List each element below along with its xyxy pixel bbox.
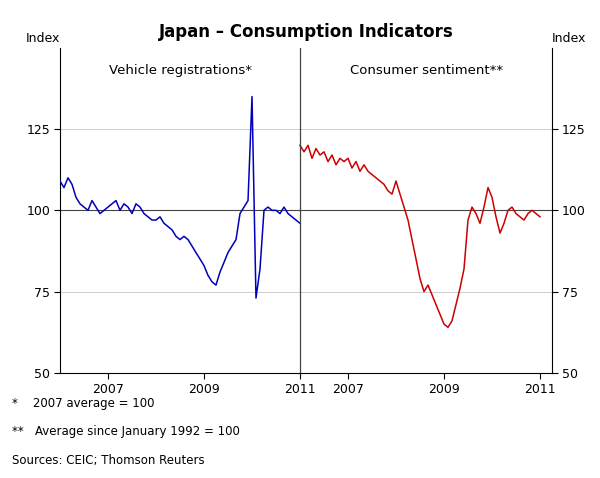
Text: Vehicle registrations*: Vehicle registrations* [109, 64, 252, 77]
Text: Index: Index [26, 32, 60, 44]
Text: Sources: CEIC; Thomson Reuters: Sources: CEIC; Thomson Reuters [12, 454, 205, 467]
Text: Index: Index [552, 32, 586, 44]
Text: Consumer sentiment**: Consumer sentiment** [350, 64, 503, 77]
Title: Japan – Consumption Indicators: Japan – Consumption Indicators [158, 22, 454, 41]
Text: **   Average since January 1992 = 100: ** Average since January 1992 = 100 [12, 425, 240, 438]
Text: *    2007 average = 100: * 2007 average = 100 [12, 397, 155, 410]
